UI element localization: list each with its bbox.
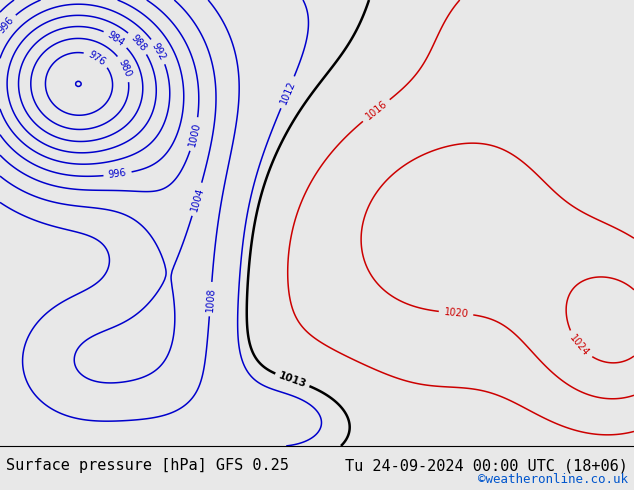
Text: 976: 976 (86, 49, 107, 67)
Text: Tu 24-09-2024 00:00 UTC (18+06): Tu 24-09-2024 00:00 UTC (18+06) (345, 458, 628, 473)
Text: 1008: 1008 (205, 287, 216, 312)
Text: 1020: 1020 (443, 307, 469, 319)
Text: 988: 988 (129, 33, 148, 53)
Text: 996: 996 (108, 168, 127, 180)
Text: 1012: 1012 (278, 79, 297, 106)
Text: 1024: 1024 (567, 333, 591, 358)
Text: 996: 996 (0, 15, 15, 35)
Text: 984: 984 (106, 29, 126, 48)
Text: ©weatheronline.co.uk: ©weatheronline.co.uk (477, 473, 628, 487)
Text: 980: 980 (117, 58, 133, 79)
Text: 1016: 1016 (363, 99, 389, 122)
Text: Surface pressure [hPa] GFS 0.25: Surface pressure [hPa] GFS 0.25 (6, 458, 289, 473)
Text: 1000: 1000 (187, 121, 202, 147)
Text: 1013: 1013 (277, 370, 307, 390)
Text: 992: 992 (150, 41, 168, 62)
Text: 1004: 1004 (189, 186, 205, 213)
